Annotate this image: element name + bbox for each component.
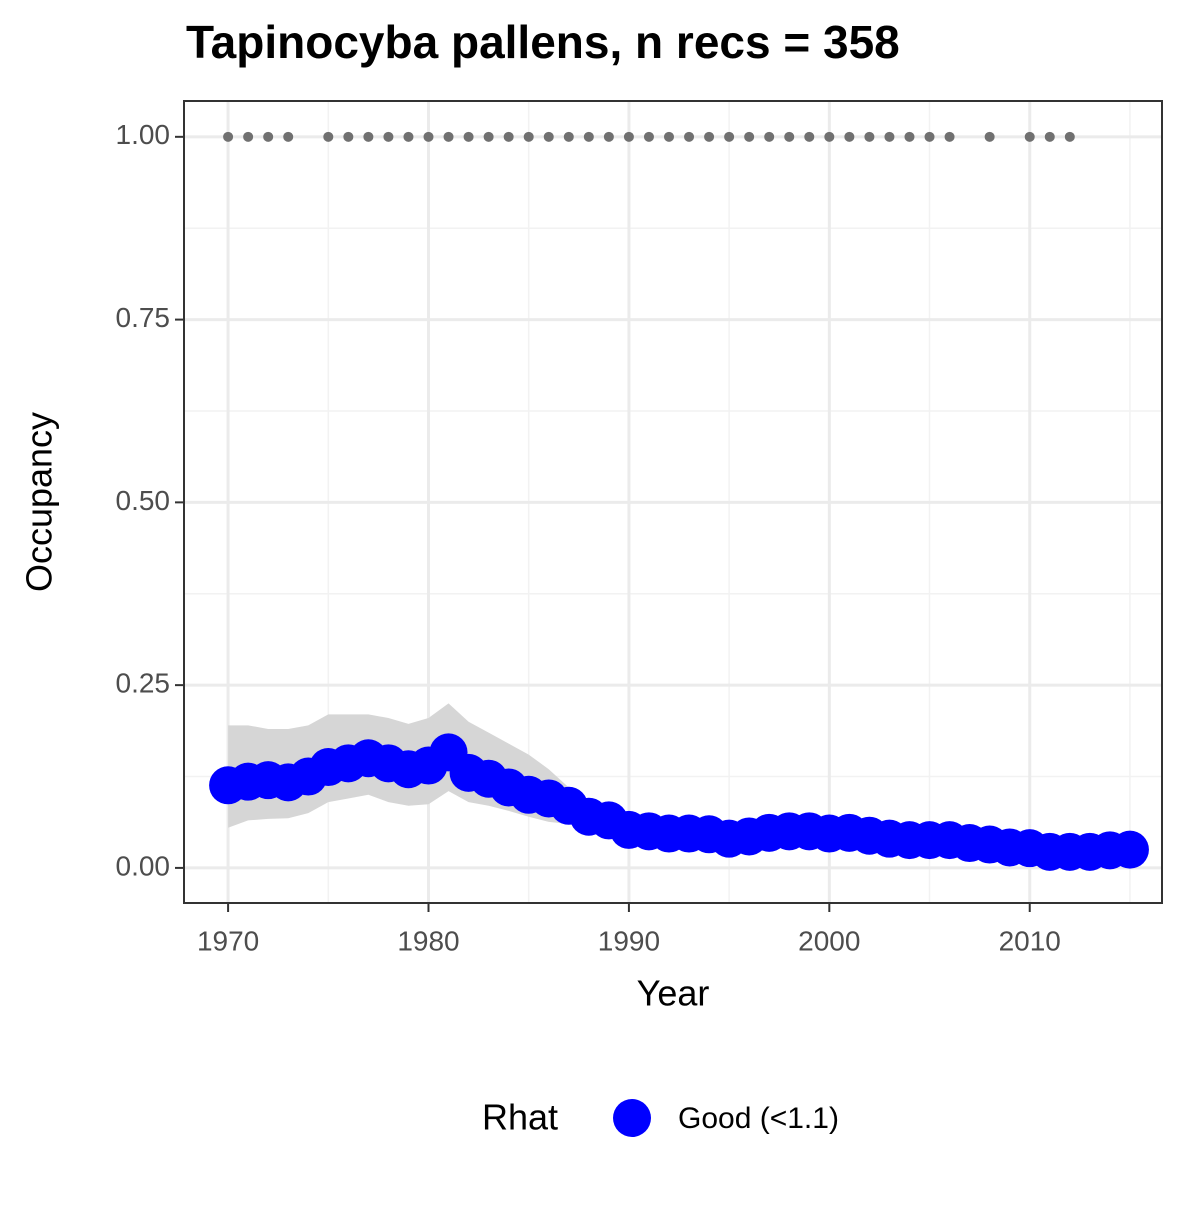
record-point (443, 131, 454, 142)
legend-swatch (613, 1099, 651, 1137)
legend-label: Good (<1.1) (678, 1102, 839, 1135)
x-tick-label: 2010 (999, 925, 1061, 956)
record-point (904, 131, 915, 142)
record-point (483, 131, 494, 142)
record-point (824, 131, 835, 142)
legend-title: Rhat (482, 1097, 558, 1138)
record-point (383, 131, 394, 142)
record-point (323, 131, 334, 142)
point (1110, 830, 1149, 869)
record-point (804, 131, 815, 142)
record-point (1024, 131, 1035, 142)
record-point (744, 131, 755, 142)
record-point (944, 131, 955, 142)
record-point (503, 131, 514, 142)
record-point (864, 131, 875, 142)
chart-title: Tapinocyba pallens, n recs = 358 (186, 16, 900, 68)
record-point (543, 131, 554, 142)
x-tick-label: 1990 (598, 925, 660, 956)
record-point (704, 131, 715, 142)
record-point (463, 131, 474, 142)
record-point (343, 131, 354, 142)
x-tick-label: 1980 (397, 925, 459, 956)
x-tick-label: 2000 (798, 925, 860, 956)
record-point (724, 131, 735, 142)
record-point (603, 131, 614, 142)
y-tick-label: 0.00 (116, 850, 171, 881)
y-tick-label: 0.75 (116, 302, 171, 333)
record-point (764, 131, 775, 142)
record-point (243, 131, 254, 142)
record-point (583, 131, 594, 142)
x-axis-title: Year (637, 973, 710, 1014)
record-point (1044, 131, 1055, 142)
panel-border (183, 100, 1163, 904)
y-tick-label: 0.25 (116, 668, 171, 699)
record-point (844, 131, 855, 142)
record-point (643, 131, 654, 142)
y-tick-label: 0.50 (116, 485, 171, 516)
x-tick-label: 1970 (197, 925, 259, 956)
record-point (1064, 131, 1075, 142)
record-point (884, 131, 895, 142)
record-point (363, 131, 374, 142)
record-point (924, 131, 935, 142)
y-axis-title: Occupancy (19, 412, 60, 592)
record-point (563, 131, 574, 142)
record-point (223, 131, 234, 142)
record-point (784, 131, 795, 142)
record-point (403, 131, 414, 142)
record-point (623, 131, 634, 142)
record-point (263, 131, 274, 142)
record-point (423, 131, 434, 142)
record-point (663, 131, 674, 142)
y-tick-label: 1.00 (116, 119, 171, 150)
record-point (684, 131, 695, 142)
record-point (984, 131, 995, 142)
record-point (523, 131, 534, 142)
record-point (283, 131, 294, 142)
